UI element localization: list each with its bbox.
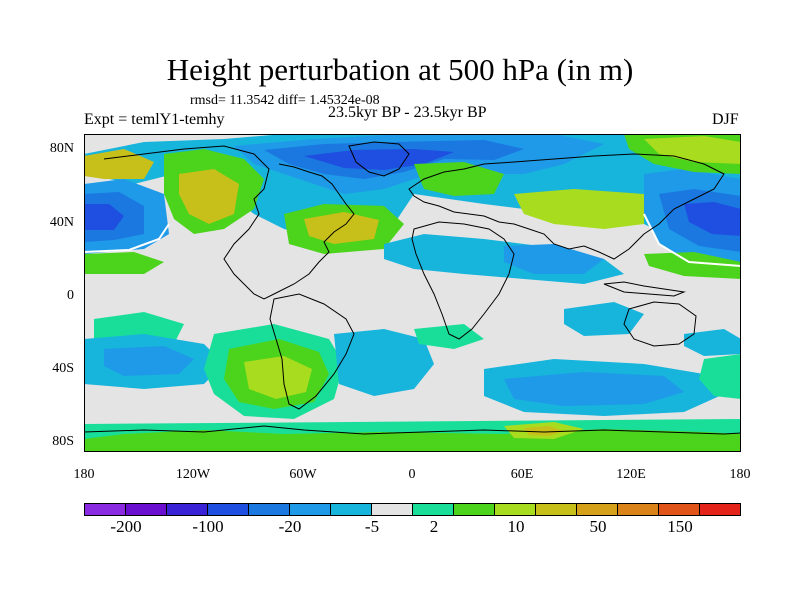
colorbar-label: 50	[589, 517, 607, 536]
anomaly-region	[84, 429, 741, 452]
colorbar-swatch	[249, 504, 290, 515]
anomaly-region	[699, 354, 741, 399]
colorbar-swatch	[659, 504, 700, 515]
coastline-greenland	[348, 141, 410, 177]
lat-tick-80s: 80S	[52, 434, 74, 449]
lat-tick-40s: 40S	[52, 361, 74, 376]
anomaly-region	[414, 324, 484, 349]
coastline-north-america	[103, 145, 355, 300]
anomaly-region	[684, 329, 741, 356]
colorbar-swatch	[126, 504, 167, 515]
anomaly-region	[104, 346, 194, 376]
lon-tick-60w: 60W	[289, 467, 317, 482]
anomaly-region	[179, 169, 239, 224]
lon-tick-120e: 120E	[616, 467, 646, 482]
map-title: Height perturbation at 500 hPa (in m)	[166, 52, 634, 87]
anomaly-region	[84, 204, 124, 230]
colorbar-swatch	[454, 504, 495, 515]
coastline-eurasia	[408, 153, 725, 260]
lon-tick-60e: 60E	[510, 467, 534, 482]
lon-tick-180-west: 180	[73, 467, 95, 482]
anomaly-region	[564, 302, 644, 336]
map-svg	[84, 134, 741, 452]
anomaly-region	[504, 244, 604, 274]
coastline-south-america	[269, 293, 355, 410]
map-panel	[84, 134, 741, 452]
anomaly-region	[644, 252, 741, 279]
contour-line	[84, 223, 170, 253]
colorbar-swatch	[372, 504, 413, 515]
colorbar-label: -5	[364, 517, 380, 536]
map-frame	[84, 134, 741, 452]
colorbar-label: 150	[667, 517, 693, 536]
colorbar-swatch	[618, 504, 659, 515]
anomaly-region	[524, 426, 564, 436]
coastlines	[84, 141, 741, 435]
colorbar-swatch	[167, 504, 208, 515]
anomaly-region	[244, 356, 312, 399]
anomaly-region	[504, 372, 684, 406]
colorbar-swatch	[85, 504, 126, 515]
lon-tick-180-east: 180	[729, 467, 751, 482]
colorbar-swatch	[290, 504, 331, 515]
colorbar	[84, 503, 741, 516]
anomaly-region	[84, 252, 164, 274]
coastline-indonesia	[603, 281, 686, 297]
colorbar-label: -200	[110, 517, 142, 536]
colorbar-label: -20	[278, 517, 302, 536]
anomaly-region	[334, 329, 434, 396]
lon-tick-120w: 120W	[175, 467, 211, 482]
colorbar-swatch	[700, 504, 740, 515]
lat-tick-40n: 40N	[49, 215, 74, 230]
anomaly-region	[514, 189, 644, 229]
lat-tick-80n: 80N	[49, 141, 74, 156]
anomaly-region	[414, 162, 504, 196]
anomaly-region	[644, 136, 741, 164]
colorbar-swatch	[577, 504, 618, 515]
colorbar-label: 10	[507, 517, 525, 536]
subtitle: 23.5kyr BP - 23.5kyr BP	[328, 104, 487, 121]
coastline-antarctica	[84, 425, 741, 435]
colorbar-swatch	[413, 504, 454, 515]
season-label: DJF	[712, 111, 739, 128]
colorbar-swatch	[495, 504, 536, 515]
anomaly-region	[84, 149, 154, 179]
experiment-label: Expt = temlY1-temhy	[84, 111, 225, 128]
coastline-australia	[623, 301, 697, 347]
lat-tick-0: 0	[67, 288, 74, 303]
colorbar-swatch	[536, 504, 577, 515]
lon-tick-0: 0	[408, 467, 416, 482]
colorbar-swatch	[331, 504, 372, 515]
colorbar-swatch	[208, 504, 249, 515]
colorbar-label: 2	[429, 517, 439, 536]
coastline-africa	[411, 221, 515, 340]
anomaly-region	[684, 202, 741, 236]
colorbar-label: -100	[192, 517, 224, 536]
stats-text: rmsd= 11.3542 diff= 1.45324e-08	[190, 93, 380, 108]
anomaly-region	[304, 212, 379, 244]
